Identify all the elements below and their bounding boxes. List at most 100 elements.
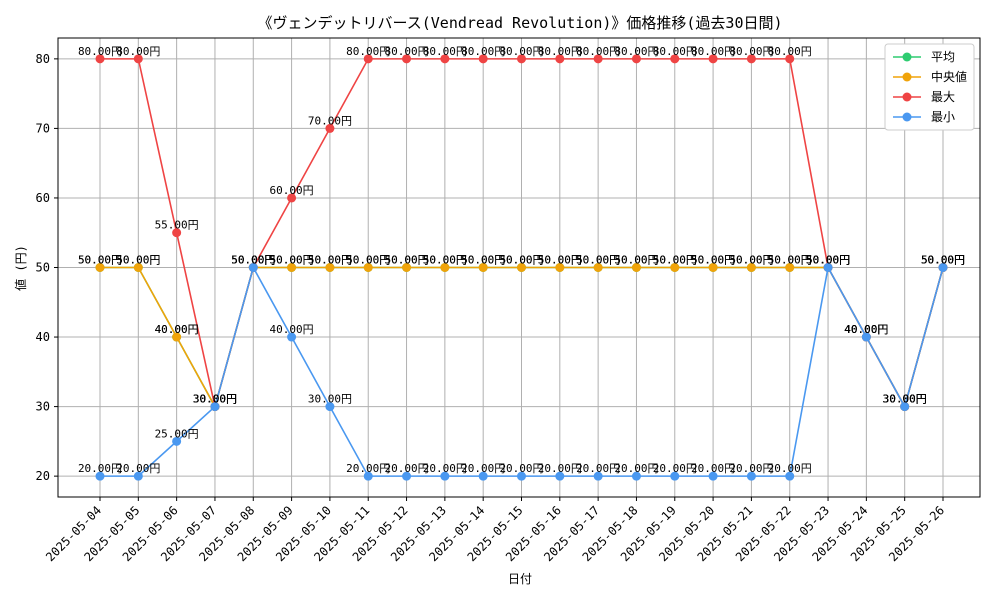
data-label: 50.00円 bbox=[423, 254, 467, 267]
data-point bbox=[593, 471, 603, 481]
data-label: 50.00円 bbox=[461, 254, 505, 267]
data-label: 80.00円 bbox=[691, 45, 735, 58]
data-point bbox=[402, 471, 412, 481]
y-tick-label: 80 bbox=[36, 52, 50, 66]
data-point bbox=[861, 332, 871, 342]
data-point bbox=[823, 263, 833, 272]
data-point bbox=[785, 263, 795, 272]
data-label: 50.00円 bbox=[653, 254, 697, 267]
data-label: 50.00円 bbox=[653, 254, 697, 267]
data-point bbox=[670, 263, 680, 272]
data-point bbox=[785, 471, 795, 481]
data-point bbox=[172, 436, 182, 446]
data-label: 50.00円 bbox=[499, 254, 543, 267]
data-point bbox=[363, 54, 373, 64]
data-label: 20.00円 bbox=[729, 462, 773, 475]
data-label: 30.00円 bbox=[883, 393, 927, 406]
data-label: 20.00円 bbox=[116, 462, 160, 475]
data-label: 20.00円 bbox=[461, 462, 505, 475]
data-point bbox=[517, 263, 526, 272]
data-label: 50.00円 bbox=[921, 254, 965, 267]
data-label: 40.00円 bbox=[844, 323, 888, 336]
data-point bbox=[325, 123, 335, 133]
data-label: 20.00円 bbox=[538, 462, 582, 475]
data-point bbox=[95, 263, 105, 272]
data-label: 50.00円 bbox=[384, 254, 428, 267]
data-point bbox=[708, 263, 718, 272]
data-point bbox=[746, 54, 756, 64]
data-label: 30.00円 bbox=[883, 393, 927, 406]
data-point bbox=[287, 193, 297, 203]
data-label: 30.00円 bbox=[883, 393, 927, 406]
data-label: 40.00円 bbox=[270, 323, 314, 336]
data-label: 50.00円 bbox=[921, 254, 965, 267]
legend-label: 平均 bbox=[931, 50, 955, 64]
data-label: 40.00円 bbox=[155, 323, 199, 336]
legend-marker bbox=[902, 112, 912, 122]
data-label: 80.00円 bbox=[576, 45, 620, 58]
data-point bbox=[440, 471, 450, 481]
data-point bbox=[517, 471, 526, 481]
data-label: 50.00円 bbox=[231, 254, 275, 267]
data-label: 30.00円 bbox=[308, 393, 352, 406]
data-point bbox=[363, 471, 373, 481]
legend-marker bbox=[902, 72, 912, 82]
data-point bbox=[478, 54, 488, 64]
data-point bbox=[670, 54, 680, 64]
data-label: 40.00円 bbox=[844, 323, 888, 336]
chart-title: 《ヴェンデットリバース(Vendread Revolution)》価格推移(過去… bbox=[257, 14, 782, 32]
legend-marker bbox=[902, 52, 912, 62]
data-label: 50.00円 bbox=[384, 254, 428, 267]
data-label: 50.00円 bbox=[461, 254, 505, 267]
data-point bbox=[210, 402, 220, 412]
data-point bbox=[593, 54, 603, 64]
data-point bbox=[95, 471, 105, 481]
data-point bbox=[593, 263, 603, 272]
data-label: 50.00円 bbox=[423, 254, 467, 267]
data-label: 20.00円 bbox=[653, 462, 697, 475]
data-point bbox=[631, 263, 641, 272]
data-point bbox=[708, 54, 718, 64]
data-label: 50.00円 bbox=[691, 254, 735, 267]
data-label: 50.00円 bbox=[308, 254, 352, 267]
data-label: 50.00円 bbox=[308, 254, 352, 267]
data-point bbox=[95, 54, 105, 64]
data-point bbox=[555, 263, 565, 272]
legend-label: 最大 bbox=[931, 90, 955, 104]
data-point bbox=[325, 263, 335, 272]
data-label: 20.00円 bbox=[346, 462, 390, 475]
data-point bbox=[478, 471, 488, 481]
data-point bbox=[402, 263, 412, 272]
data-label: 20.00円 bbox=[384, 462, 428, 475]
data-point bbox=[746, 263, 756, 272]
legend-item: 平均 bbox=[893, 50, 955, 64]
legend-item: 最大 bbox=[893, 90, 955, 104]
data-label: 50.00円 bbox=[768, 254, 812, 267]
data-label: 80.00円 bbox=[116, 45, 160, 58]
data-label: 50.00円 bbox=[921, 254, 965, 267]
data-label: 50.00円 bbox=[231, 254, 275, 267]
data-point bbox=[900, 402, 910, 412]
series-最小 bbox=[95, 263, 948, 481]
legend-label: 中央値 bbox=[931, 69, 967, 84]
data-point bbox=[287, 263, 297, 272]
data-label: 80.00円 bbox=[538, 45, 582, 58]
data-label: 50.00円 bbox=[116, 254, 160, 267]
data-label: 40.00円 bbox=[844, 323, 888, 336]
data-point bbox=[478, 263, 488, 272]
data-label: 50.00円 bbox=[231, 254, 275, 267]
data-label: 50.00円 bbox=[614, 254, 658, 267]
data-label: 80.00円 bbox=[499, 45, 543, 58]
y-axis-label: 値 (円) bbox=[13, 245, 28, 291]
data-point bbox=[555, 54, 565, 64]
legend-label: 最小 bbox=[931, 110, 955, 124]
y-tick-label: 70 bbox=[36, 121, 50, 135]
data-label: 30.00円 bbox=[193, 393, 237, 406]
y-tick-label: 60 bbox=[36, 191, 50, 205]
data-label: 50.00円 bbox=[231, 254, 275, 267]
data-label: 80.00円 bbox=[614, 45, 658, 58]
data-label: 50.00円 bbox=[270, 254, 314, 267]
data-label: 30.00円 bbox=[193, 393, 237, 406]
